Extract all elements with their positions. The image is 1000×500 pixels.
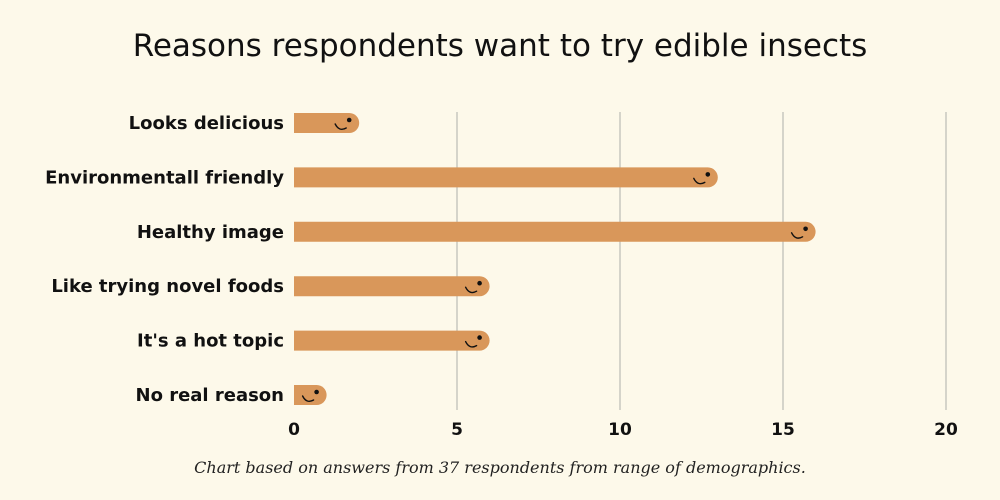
bar (294, 167, 718, 188)
worm-eye (803, 226, 808, 232)
bar-body (294, 167, 718, 188)
worm-smile (790, 232, 804, 239)
category-label: Looks delicious (129, 113, 284, 134)
bars (294, 113, 816, 405)
worm-eye (477, 280, 482, 286)
worm-smile (693, 177, 706, 185)
category-label: No real reason (136, 385, 285, 406)
worm-eye (705, 172, 711, 177)
x-tick-label: 5 (451, 420, 463, 440)
worm-eye (314, 389, 319, 395)
category-labels: Looks delicious Environmentall friendly He… (45, 113, 284, 406)
worm-smile (464, 286, 478, 294)
bar (294, 276, 490, 297)
bar-body (294, 276, 490, 297)
worm-smile (301, 395, 315, 403)
category-label: Healthy image (137, 222, 284, 243)
gridlines (456, 112, 947, 410)
bar-body (294, 330, 490, 351)
x-tick-label: 10 (608, 420, 632, 440)
worm-eye (477, 335, 482, 340)
worm-eye (346, 117, 352, 123)
bar-body (294, 221, 816, 242)
bar-body (294, 385, 327, 405)
chart-title: Reasons respondents want to try edible i… (133, 28, 868, 64)
category-label: Environmentall friendly (45, 167, 284, 188)
x-tick-label: 15 (771, 420, 795, 440)
bar (294, 113, 360, 133)
bar (294, 221, 816, 242)
chart-caption: Chart based on answers from 37 responden… (194, 458, 806, 477)
x-tick-label: 20 (934, 420, 958, 440)
bar-body (294, 113, 360, 133)
bar (294, 385, 327, 405)
category-label: It's a hot topic (137, 331, 284, 352)
bar (294, 330, 490, 351)
x-axis-ticks: 0 5 10 15 20 (288, 420, 958, 440)
x-tick-label: 0 (288, 420, 300, 440)
worm-smile (464, 340, 478, 348)
category-label: Like trying novel foods (51, 276, 284, 297)
worm-smile (334, 123, 347, 131)
